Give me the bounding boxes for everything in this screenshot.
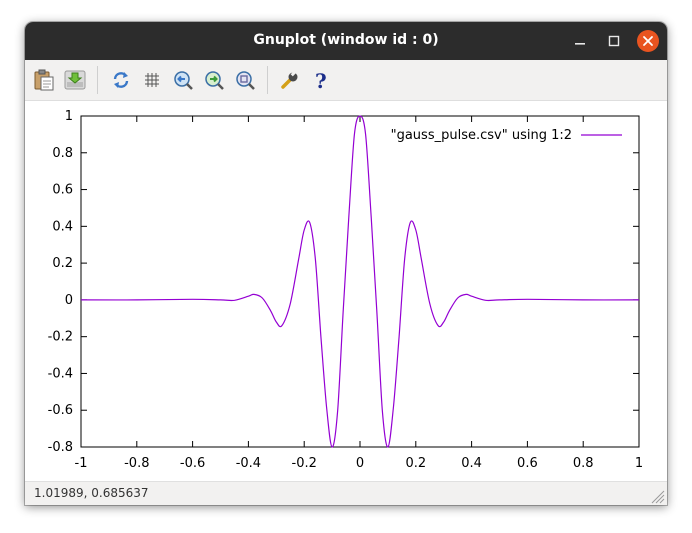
x-tick-label: 0.4 — [461, 456, 482, 471]
y-tick-label: -0.8 — [48, 440, 73, 455]
x-tick-label: 0.6 — [517, 456, 538, 471]
y-tick-label: 0.2 — [52, 256, 73, 271]
close-icon — [643, 36, 653, 46]
legend-label: "gauss_pulse.csv" using 1:2 — [391, 128, 572, 143]
y-tick-label: 0 — [65, 293, 73, 308]
help-button[interactable]: ? — [309, 68, 333, 92]
grid-icon — [145, 73, 159, 87]
toolbar: ? — [25, 60, 667, 101]
unzoom-button[interactable] — [233, 68, 257, 92]
y-tick-label: 0.8 — [52, 146, 73, 161]
settings-button[interactable] — [278, 68, 302, 92]
gnuplot-window: Gnuplot (window id : 0) — [25, 22, 667, 505]
series-line-0 — [80, 115, 640, 448]
toolbar-separator — [267, 66, 268, 94]
plot-border — [80, 115, 640, 448]
zoom-previous-icon — [174, 71, 193, 90]
cursor-coordinates: 1.01989, 0.685637 — [34, 486, 149, 500]
x-tick-label: -0.6 — [180, 456, 205, 471]
x-tick-label: -0.4 — [236, 456, 261, 471]
zoom-next-icon — [205, 71, 224, 90]
plot-area[interactable]: 1 0.8 0.6 0.4 0.2 0 -0.2 -0.4 -0.6 -0.8 -1 -0.8 -0.… — [25, 101, 667, 481]
y-tick-label: -0.2 — [48, 330, 73, 345]
y-tick-label: 0.4 — [52, 219, 73, 234]
x-tick-label: -1 — [75, 456, 88, 471]
export-icon — [64, 70, 86, 90]
x-tick-label: -0.2 — [292, 456, 317, 471]
toolbar-separator — [97, 66, 98, 94]
svg-text:?: ? — [315, 69, 327, 92]
x-tick-label: -0.8 — [124, 456, 149, 471]
settings-wrench-icon — [281, 70, 298, 89]
y-tick-label: -0.6 — [48, 403, 73, 418]
resize-grip-icon[interactable] — [649, 488, 665, 504]
clipboard-icon — [34, 69, 54, 91]
maximize-button[interactable] — [604, 31, 624, 51]
window-title: Gnuplot (window id : 0) — [253, 32, 439, 48]
x-tick-label: 0.8 — [573, 456, 594, 471]
close-button[interactable] — [637, 30, 659, 52]
plot-canvas[interactable]: 10.80.60.40.20-0.2-0.4-0.6-0.8 -1 -0.8 -0.… — [25, 101, 667, 481]
copy-to-clipboard-button[interactable] — [32, 68, 56, 92]
x-tick-label: 0.2 — [405, 456, 426, 471]
replot-icon — [113, 72, 129, 88]
maximize-icon — [608, 35, 620, 47]
zoom-next-button[interactable] — [202, 68, 226, 92]
x-tick-label: 1 — [635, 456, 643, 471]
unzoom-icon — [236, 71, 255, 90]
minimize-button[interactable] — [570, 31, 590, 51]
y-tick-label: 0.6 — [52, 183, 73, 198]
title-bar[interactable]: Gnuplot (window id : 0) — [25, 22, 667, 60]
x-tick-label: 0 — [356, 456, 364, 471]
export-button[interactable] — [63, 68, 87, 92]
zoom-previous-button[interactable] — [171, 68, 195, 92]
replot-button[interactable] — [109, 68, 133, 92]
status-bar: 1.01989, 0.685637 — [25, 481, 667, 505]
minimize-icon — [575, 43, 585, 45]
y-tick-label: -0.4 — [48, 366, 73, 381]
y-tick-label: 1 — [65, 109, 73, 124]
help-icon: ? — [315, 69, 327, 92]
grid-button[interactable] — [140, 68, 164, 92]
